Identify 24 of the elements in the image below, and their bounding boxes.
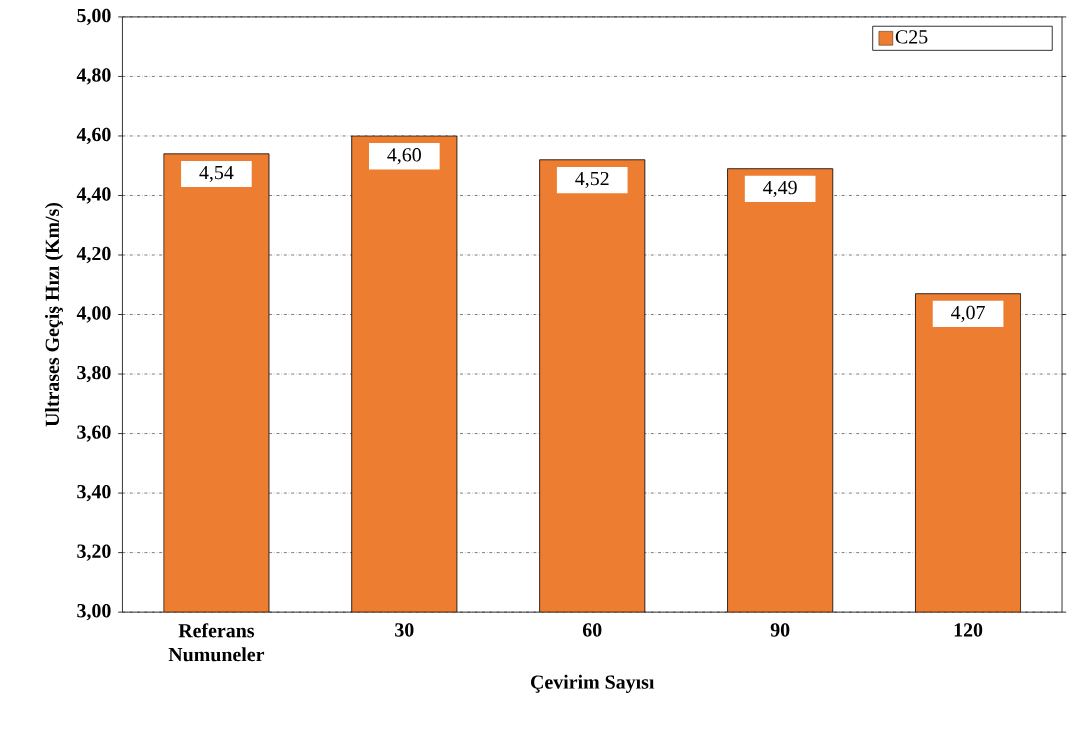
x-axis-title: Çevirim Sayısı [531, 675, 655, 694]
x-tick-label: 90 [770, 623, 790, 637]
y-tick-label: 4,20 [76, 247, 111, 264]
data-label: 4,52 [575, 172, 609, 189]
y-tick-label: 4,40 [76, 187, 111, 204]
x-tick-label: 120 [954, 623, 983, 637]
y-tick-label: 3,60 [77, 425, 111, 442]
y-tick-label: 3,20 [77, 544, 111, 561]
y-tick-label: 3,40 [77, 485, 111, 502]
y-tick-label: 4,60 [76, 128, 111, 145]
data-label: 4,54 [199, 166, 234, 183]
data-label: 4,07 [951, 306, 985, 323]
y-tick-label: 3,80 [77, 366, 111, 383]
data-label: 4,60 [387, 148, 421, 165]
legend-label: C25 [895, 30, 928, 44]
x-tick-label: 60 [582, 623, 602, 637]
y-tick-label: 4,80 [76, 68, 111, 85]
y-tick-label: 5,00 [77, 8, 111, 26]
y-axis-title: Ultrases Geçiş Hızı (Km/s) [45, 203, 64, 427]
y-tick-label: 3,00 [77, 604, 111, 621]
data-label: 4,49 [763, 181, 797, 198]
x-tick-label: Referans Numuneler [168, 623, 265, 662]
y-tick-label: 4,00 [76, 306, 111, 323]
x-tick-label: 30 [395, 623, 414, 637]
